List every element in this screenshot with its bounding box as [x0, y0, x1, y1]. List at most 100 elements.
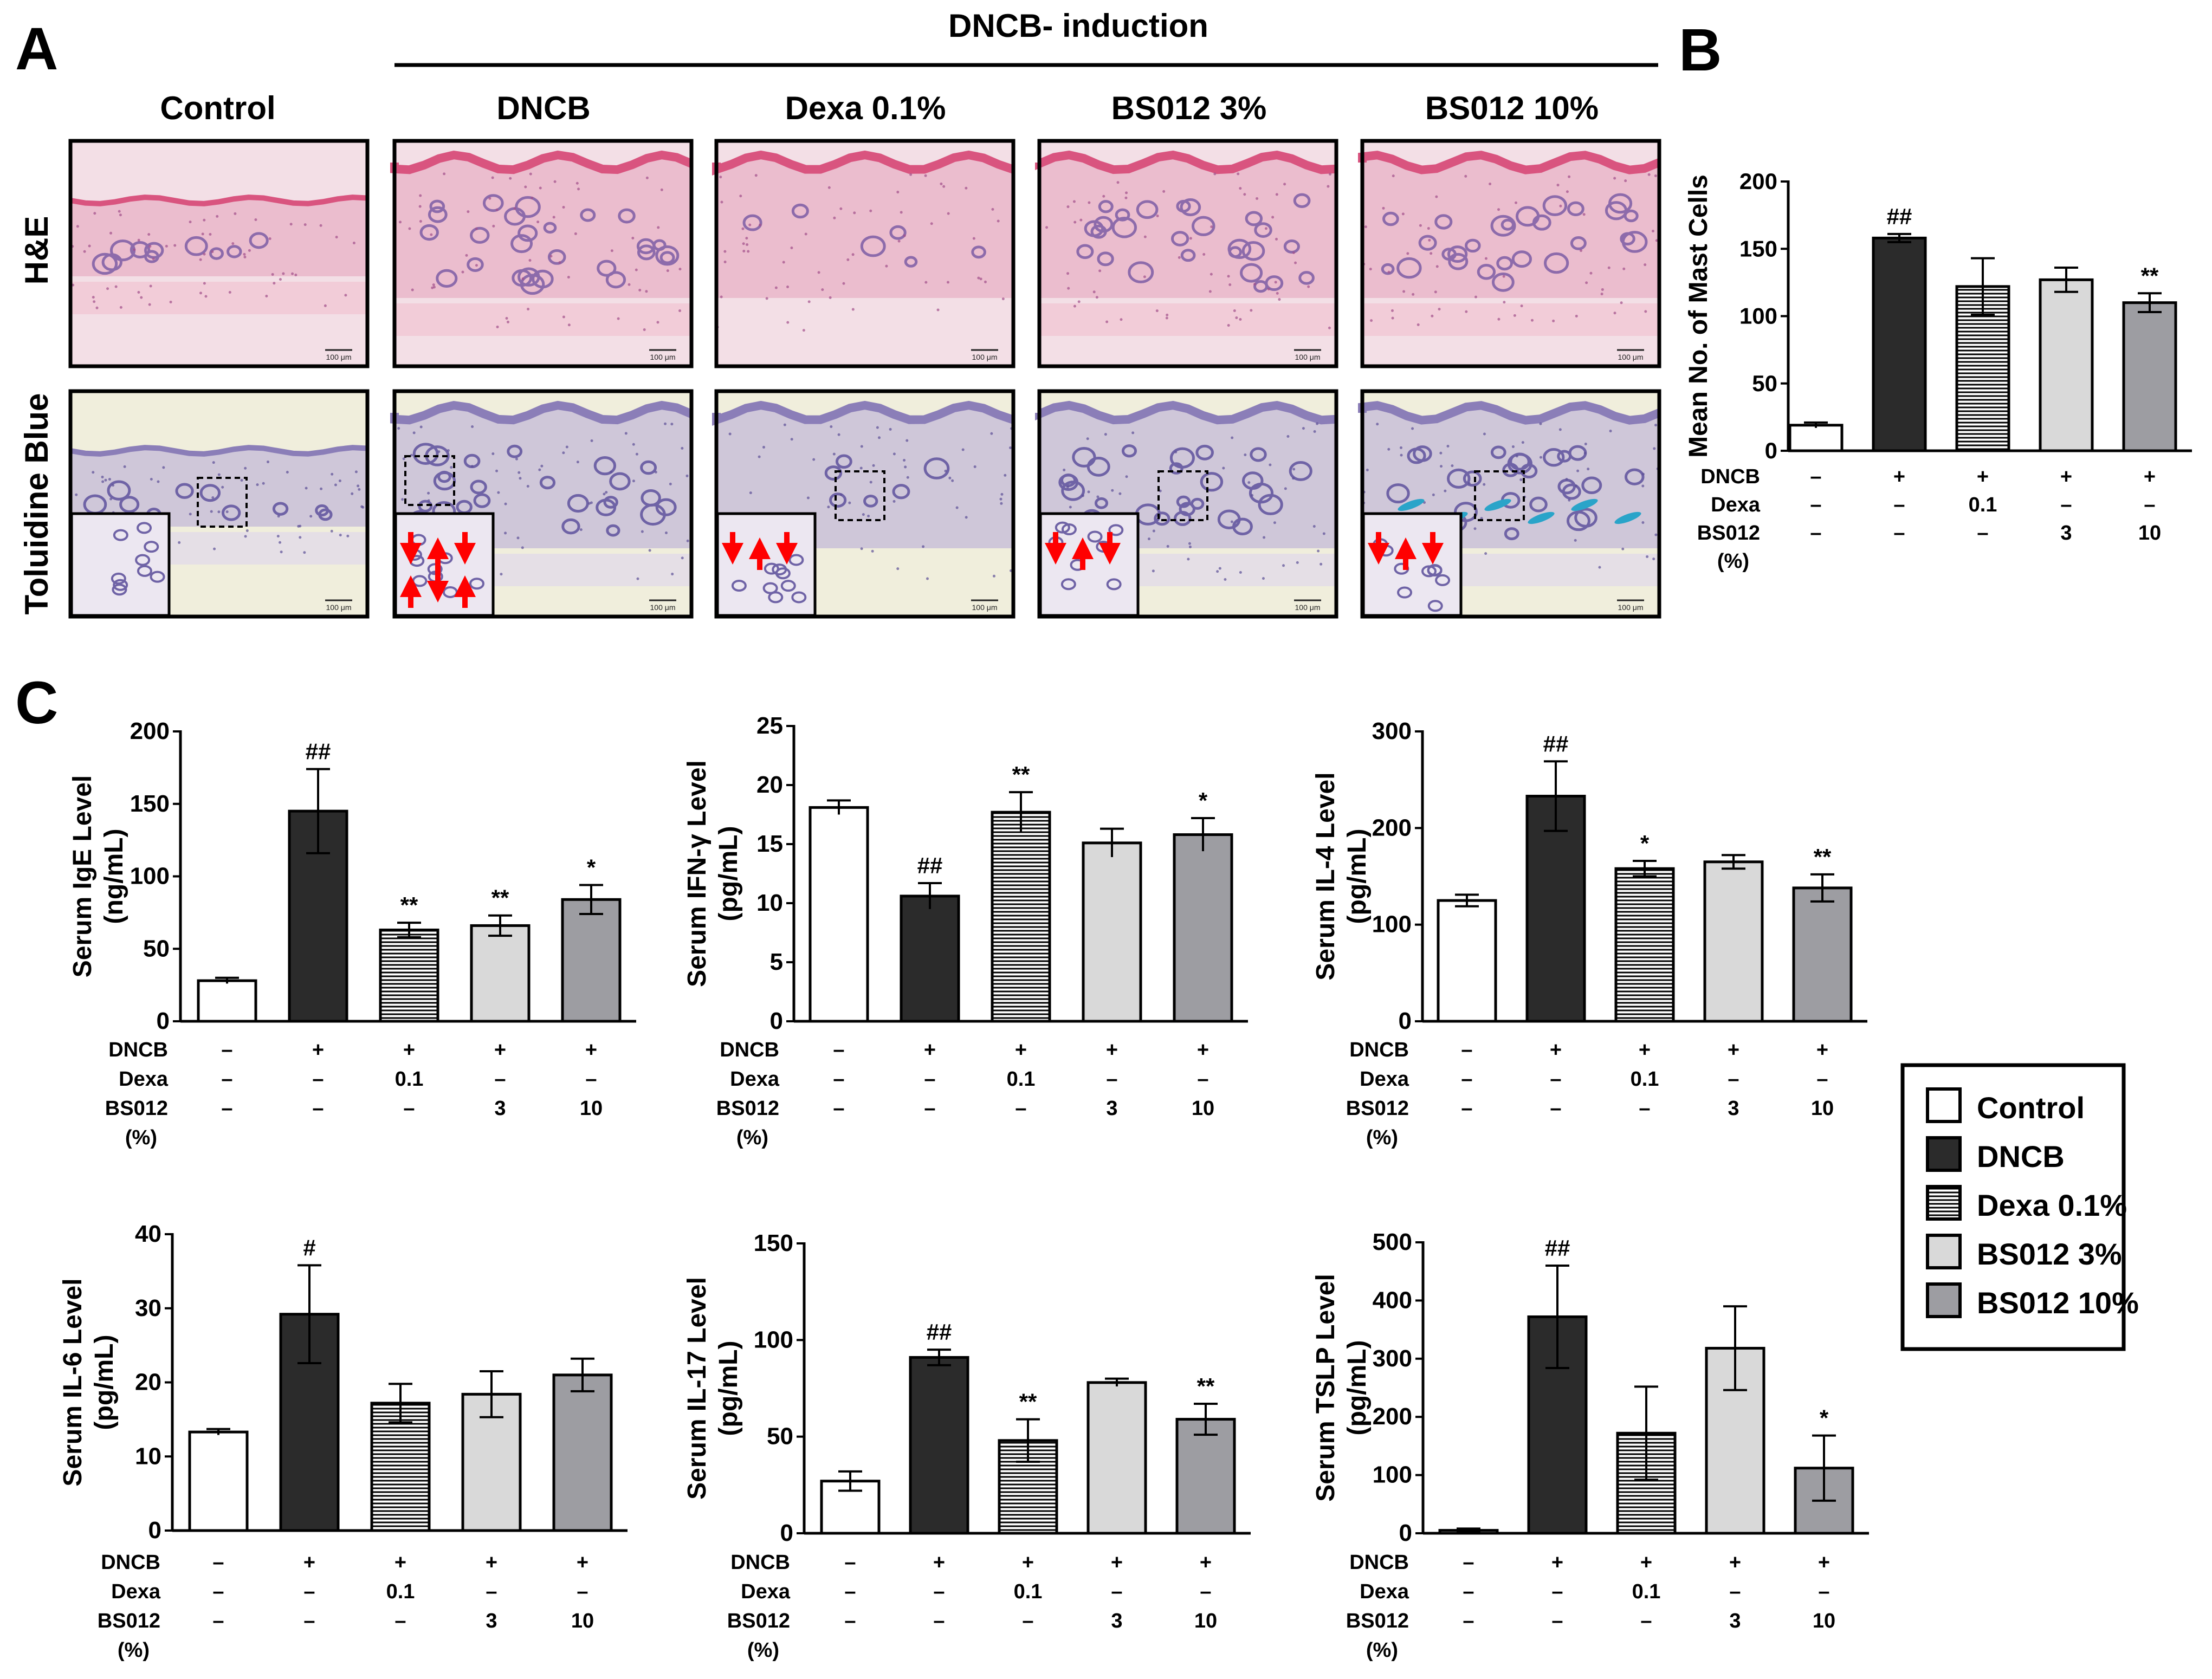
hair-follicle: [1500, 218, 1515, 231]
bar-dexa: [991, 811, 1051, 1023]
cell-nucleus: [1004, 474, 1007, 477]
cell-nucleus: [1644, 310, 1647, 313]
cell-nucleus: [1143, 235, 1147, 238]
y-tick-label: 10: [756, 890, 783, 916]
cell-nucleus: [1073, 221, 1077, 224]
cell-nucleus: [1430, 252, 1433, 255]
cell-nucleus: [645, 176, 649, 179]
cell-nucleus: [1552, 319, 1555, 322]
cell-nucleus: [1210, 225, 1213, 229]
cell-nucleus: [93, 300, 96, 303]
inset-cell: [1087, 530, 1103, 543]
cell-nucleus: [774, 286, 778, 289]
cell-nucleus: [624, 432, 628, 435]
cell-nucleus: [1235, 316, 1238, 320]
cell-nucleus: [518, 471, 521, 474]
cell-nucleus: [280, 550, 283, 554]
bar-bs3: [461, 1392, 522, 1532]
panel-letter-b: B: [1679, 17, 1722, 83]
cell-nucleus: [1435, 265, 1439, 268]
cell-nucleus: [972, 237, 975, 240]
cell-nucleus: [889, 427, 892, 431]
treatment-cell: –: [1461, 1068, 1472, 1091]
cell-nucleus: [741, 227, 745, 230]
hair-follicle: [652, 239, 667, 251]
cell-nucleus: [1444, 489, 1447, 492]
inset-cell: [111, 572, 126, 585]
cell-nucleus: [1327, 185, 1330, 188]
cell-nucleus: [904, 465, 907, 469]
hair-follicle: [580, 208, 596, 222]
cell-nucleus: [106, 287, 109, 290]
cell-nucleus: [1072, 200, 1076, 203]
cell-nucleus: [334, 483, 337, 487]
y-axis-title: Serum IL-6 Level: [59, 1278, 87, 1486]
y-tick-label: 150: [130, 790, 170, 817]
cell-nucleus: [1392, 174, 1395, 178]
hair-follicle: [567, 494, 589, 513]
cell-nucleus: [632, 443, 635, 446]
scale-bar-label: 100 μm: [1295, 603, 1321, 612]
treatment-cell: –: [585, 1068, 597, 1091]
cell-nucleus: [806, 496, 810, 500]
inset-region-box: [1157, 470, 1208, 521]
cell-nucleus: [664, 531, 668, 535]
y-tick-label: 15: [756, 831, 783, 857]
cell-nucleus: [1427, 227, 1430, 230]
cell-nucleus: [892, 452, 896, 456]
bar-dexa: [370, 1402, 431, 1532]
cell-nucleus: [1598, 566, 1601, 569]
inset-cell: [113, 579, 128, 591]
treatment-cell: –: [833, 1039, 844, 1061]
cell-nucleus: [558, 261, 561, 264]
cell-nucleus: [1559, 204, 1562, 208]
epidermis-layer: [1358, 151, 1661, 174]
cell-nucleus: [1294, 261, 1297, 264]
y-tick-label: 0: [770, 1008, 783, 1034]
cell-nucleus: [1644, 263, 1647, 267]
cell-nucleus: [248, 249, 251, 252]
y-axis-title: Serum IFN-γ Level: [683, 760, 712, 987]
cell-nucleus: [955, 506, 959, 509]
hair-follicle: [1581, 476, 1602, 495]
treatment-cell: –: [494, 1068, 506, 1091]
cell-nucleus: [896, 191, 900, 194]
treatment-cell: –: [486, 1580, 497, 1603]
cell-nucleus: [437, 450, 441, 453]
cell-nucleus: [1178, 256, 1181, 259]
cell-nucleus: [567, 276, 570, 279]
treatment-cell: 10: [1811, 1097, 1834, 1120]
treatment-cell: +: [494, 1039, 506, 1061]
cell-nucleus: [1262, 577, 1265, 580]
cell-nucleus: [1646, 555, 1649, 558]
hair-follicle: [1254, 222, 1272, 238]
inset-cell: [1421, 565, 1437, 578]
cell-nucleus: [748, 223, 752, 226]
tissue-layer: [716, 155, 1013, 298]
cell-nucleus: [112, 484, 115, 487]
histology-column-headers: Control DNCB Dexa 0.1% BS012 3% BS012 10…: [160, 90, 1599, 126]
treatment-unit-label: (%): [1366, 1126, 1398, 1149]
epidermis-layer: [390, 400, 694, 425]
cell-nucleus: [1278, 298, 1281, 301]
column-header: Dexa 0.1%: [785, 90, 946, 126]
cell-nucleus: [567, 323, 571, 327]
treatment-cell: –: [1106, 1068, 1117, 1091]
cell-nucleus: [948, 476, 952, 479]
treatment-cell: –: [1022, 1610, 1033, 1632]
cell-nucleus: [1156, 215, 1159, 218]
cell-nucleus: [1000, 492, 1004, 496]
hair-follicle: [419, 224, 439, 241]
y-tick-label: 50: [767, 1423, 793, 1450]
cell-nucleus: [1519, 478, 1523, 481]
bar-dncb: [909, 1356, 969, 1535]
micrograph-frame: [1037, 389, 1338, 619]
cell-nucleus: [1069, 505, 1072, 509]
cell-nucleus: [1502, 275, 1505, 278]
cell-nucleus: [1412, 293, 1415, 296]
cell-nucleus: [1411, 427, 1414, 430]
cell-nucleus: [1390, 309, 1394, 312]
bar-bs10: [2122, 301, 2177, 452]
treatment-cell: +: [1200, 1551, 1212, 1574]
